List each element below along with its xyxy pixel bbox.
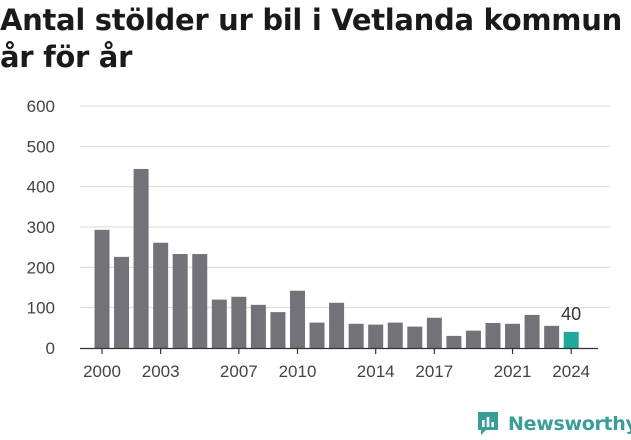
bar-2010: [290, 290, 305, 348]
bar-2013: [348, 323, 364, 348]
y-axis-ticks: 0 100 200 300 400 500 600: [27, 97, 55, 358]
bar-2020: [485, 322, 501, 348]
bar-2005: [192, 254, 208, 348]
bar-2017: [426, 317, 442, 348]
y-tick-label: 200: [27, 258, 55, 277]
data-label-2024: 40: [561, 304, 581, 324]
bar-2000: [94, 229, 110, 348]
y-tick-label: 300: [27, 218, 55, 237]
bar-2006: [211, 299, 227, 348]
bar-chart: 0 100 200 300 400 500 600 2000 2003 2007 2010 2014…: [27, 97, 610, 381]
x-tick-label: 2010: [279, 362, 317, 381]
bar-2024: [563, 331, 579, 348]
y-tick-label: 600: [27, 97, 55, 116]
x-tick-label: 2007: [220, 362, 258, 381]
bar-2002: [133, 168, 149, 348]
x-tick-label: 2021: [494, 362, 532, 381]
x-tick-label: 2000: [83, 362, 121, 381]
chart-title-line-1: Antal stölder ur bil i Vetlanda kommun: [0, 3, 622, 37]
bar-2003: [153, 242, 169, 348]
brand-logo: Newsworthy: [476, 408, 631, 440]
bar-2021: [505, 323, 521, 348]
bar-2016: [407, 326, 423, 348]
bar-2023: [544, 325, 560, 348]
x-tick-label: 2024: [552, 362, 590, 381]
bar-2009: [270, 312, 286, 348]
chart-title: Antal stölder ur bil i Vetlanda kommun å…: [0, 2, 631, 76]
bar-2008: [250, 304, 266, 348]
bar-2001: [114, 256, 130, 348]
bar-2022: [524, 314, 540, 348]
bar-2015: [387, 322, 403, 348]
chart-title-line-2: år för år: [0, 40, 133, 74]
x-tick-label: 2014: [357, 362, 395, 381]
y-tick-label: 500: [27, 137, 55, 156]
y-tick-label: 100: [27, 299, 55, 318]
bar-2018: [446, 335, 462, 348]
bar-2011: [309, 322, 325, 348]
brand-name: Newsworthy: [508, 413, 631, 435]
y-tick-label: 400: [27, 178, 55, 197]
data-labels: 40: [561, 304, 581, 324]
bars: [94, 168, 579, 348]
bar-2004: [172, 254, 188, 348]
x-tick-label: 2017: [415, 362, 453, 381]
bar-2014: [368, 324, 384, 348]
y-tick-label: 0: [46, 339, 55, 358]
grid-lines: [80, 105, 610, 309]
newsworthy-logo-icon: [478, 412, 498, 435]
x-tick-label: 2003: [142, 362, 180, 381]
x-axis-ticks: 2000 2003 2007 2010 2014 2017 2021 2024: [80, 347, 598, 381]
bar-2012: [329, 302, 345, 348]
bar-2019: [465, 330, 481, 348]
bar-2007: [231, 296, 247, 348]
